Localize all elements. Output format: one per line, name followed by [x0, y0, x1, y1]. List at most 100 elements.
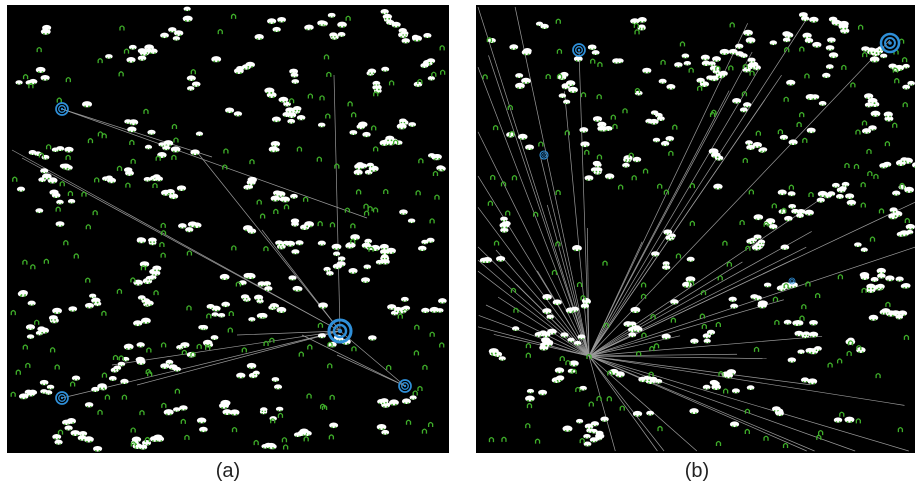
- green-arch-node-icon: [534, 438, 541, 444]
- white-mound-node-icon: [745, 140, 753, 146]
- white-mound-node-icon: [580, 141, 590, 148]
- green-arch-node-icon: [668, 150, 674, 156]
- green-arch-node-icon: [782, 442, 789, 449]
- green-arch-node-icon: [783, 283, 789, 289]
- white-mound-node-icon: [433, 154, 442, 160]
- white-mound-node-icon: [206, 304, 215, 310]
- white-mound-node-icon: [816, 197, 825, 203]
- network-edge: [588, 241, 643, 357]
- green-arch-node-icon: [227, 327, 233, 333]
- white-mound-node-icon: [68, 306, 78, 312]
- white-mound-node-icon: [409, 395, 417, 400]
- green-arch-node-icon: [796, 121, 802, 127]
- green-arch-node-icon: [347, 101, 353, 107]
- white-mound-node-icon: [233, 67, 244, 75]
- white-mound-node-icon: [243, 184, 252, 190]
- white-mound-node-icon: [225, 107, 235, 114]
- green-arch-node-icon: [440, 69, 446, 75]
- white-mound-node-icon: [40, 28, 51, 35]
- white-mound-node-icon: [769, 40, 778, 46]
- green-arch-node-icon: [328, 434, 335, 440]
- green-arch-node-icon: [556, 48, 563, 54]
- green-arch-node-icon: [745, 245, 751, 251]
- green-arch-node-icon: [101, 133, 107, 139]
- green-arch-node-icon: [642, 168, 649, 174]
- white-mound-node-icon: [28, 78, 38, 85]
- green-arch-node-icon: [711, 109, 717, 115]
- network-panel-a: [7, 5, 449, 453]
- green-arch-node-icon: [817, 430, 824, 436]
- green-arch-node-icon: [596, 94, 602, 100]
- white-mound-node-icon: [555, 376, 564, 382]
- green-arch-node-icon: [101, 310, 107, 316]
- green-arch-node-icon: [414, 324, 420, 330]
- network-edge: [477, 6, 590, 357]
- green-arch-node-icon: [118, 71, 124, 77]
- white-mound-node-icon: [318, 302, 328, 309]
- network-edge: [333, 74, 341, 332]
- white-mound-node-icon: [143, 176, 152, 182]
- green-arch-node-icon: [510, 287, 517, 293]
- green-arch-node-icon: [588, 401, 594, 407]
- green-arch-node-icon: [784, 47, 790, 53]
- white-mound-node-icon: [841, 181, 850, 187]
- green-arch-node-icon: [327, 341, 333, 347]
- white-mound-node-icon: [787, 191, 796, 197]
- green-arch-node-icon: [326, 71, 332, 77]
- white-mound-node-icon: [633, 326, 643, 333]
- white-mound-node-icon: [808, 331, 819, 338]
- green-arch-node-icon: [303, 436, 309, 442]
- white-mound-node-icon: [753, 234, 762, 240]
- green-arch-node-icon: [230, 13, 237, 19]
- white-mound-node-icon: [401, 38, 410, 44]
- green-arch-node-icon: [54, 364, 60, 370]
- white-mound-node-icon: [52, 434, 62, 440]
- green-arch-node-icon: [173, 137, 179, 143]
- green-arch-node-icon: [672, 124, 678, 130]
- white-mound-node-icon: [287, 118, 296, 124]
- white-mound-node-icon: [295, 240, 304, 246]
- green-arch-node-icon: [636, 350, 642, 357]
- green-arch-node-icon: [317, 220, 323, 227]
- green-arch-node-icon: [799, 315, 805, 321]
- white-mound-node-icon: [54, 439, 63, 445]
- white-mound-node-icon: [345, 243, 354, 249]
- white-mound-node-icon: [362, 131, 371, 138]
- green-arch-node-icon: [351, 112, 357, 118]
- white-mound-node-icon: [277, 16, 287, 23]
- green-arch-node-icon: [744, 428, 750, 434]
- white-mound-node-icon: [711, 384, 721, 391]
- green-arch-node-icon: [307, 93, 314, 99]
- white-mound-node-icon: [391, 21, 401, 28]
- white-mound-node-icon: [809, 319, 818, 326]
- white-mound-node-icon: [800, 15, 810, 22]
- green-arch-node-icon: [763, 221, 769, 227]
- white-mound-node-icon: [844, 416, 855, 423]
- white-mound-node-icon: [81, 101, 93, 108]
- green-arch-node-icon: [97, 409, 103, 415]
- white-mound-node-icon: [27, 300, 36, 306]
- white-mound-node-icon: [825, 64, 834, 70]
- green-arch-node-icon: [67, 190, 74, 196]
- white-mound-node-icon: [147, 129, 156, 135]
- green-arch-node-icon: [586, 353, 592, 359]
- network-edge: [61, 108, 368, 219]
- white-mound-node-icon: [25, 324, 36, 331]
- green-arch-node-icon: [538, 141, 544, 147]
- white-mound-node-icon: [649, 118, 659, 125]
- network-edge: [588, 355, 909, 452]
- white-mound-node-icon: [354, 163, 364, 170]
- green-arch-node-icon: [781, 207, 787, 213]
- green-arch-node-icon: [774, 319, 780, 325]
- green-arch-node-icon: [670, 317, 677, 323]
- white-mound-node-icon: [525, 144, 535, 151]
- green-arch-node-icon: [657, 425, 663, 432]
- white-mound-node-icon: [246, 179, 256, 186]
- green-arch-node-icon: [368, 246, 374, 252]
- white-mound-node-icon: [713, 183, 723, 190]
- green-arch-node-icon: [259, 213, 266, 219]
- green-arch-node-icon: [97, 58, 103, 64]
- white-mound-node-icon: [421, 239, 429, 245]
- white-mound-node-icon: [794, 330, 804, 337]
- green-arch-node-icon: [269, 337, 275, 343]
